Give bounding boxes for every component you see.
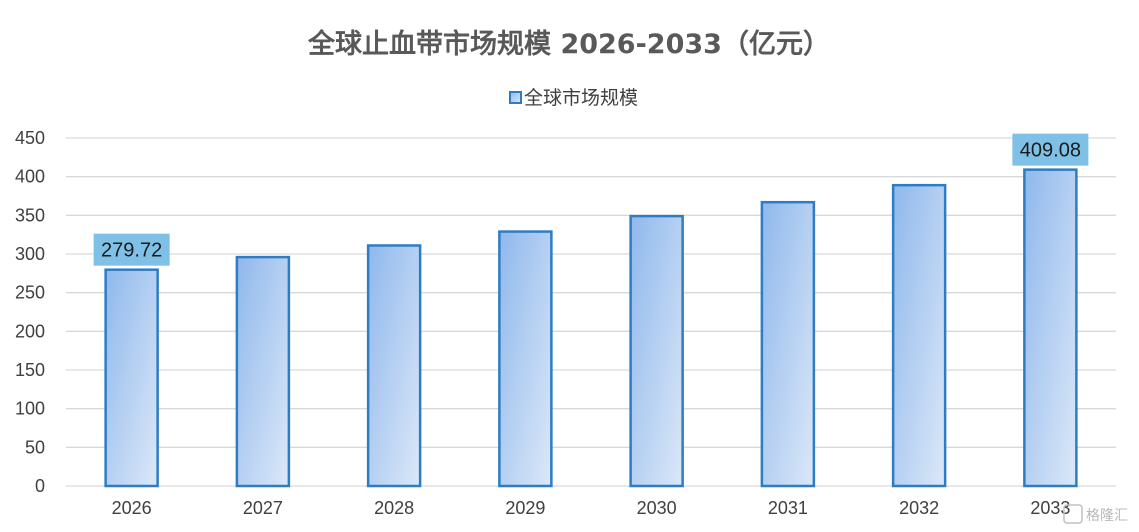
- bar-2029: [498, 230, 553, 488]
- data-label-box: [1012, 133, 1089, 166]
- legend: 全球市场规模: [509, 87, 638, 109]
- x-axis: 2026 2027 2028 2029 2030 2031 2032 2033: [112, 498, 1071, 518]
- y-tick-label: 350: [15, 205, 45, 225]
- legend-swatch: [509, 91, 522, 104]
- y-tick-label: 400: [15, 167, 45, 187]
- bar-2030: [629, 214, 684, 488]
- x-tick-label: 2026: [112, 498, 152, 518]
- data-label-box: [93, 233, 170, 266]
- x-tick-label: 2033: [1030, 498, 1070, 518]
- watermark-logo-icon: [1063, 504, 1083, 524]
- bar-2031: [760, 200, 816, 488]
- y-tick-label: 100: [15, 399, 45, 419]
- legend-label: 全球市场规模: [524, 87, 638, 109]
- bar-2032: [891, 183, 947, 488]
- y-tick-label: 300: [15, 244, 45, 264]
- x-tick-label: 2029: [505, 498, 545, 518]
- bar-2028: [366, 244, 422, 488]
- bars: [104, 168, 1078, 488]
- y-tick-label: 50: [25, 437, 45, 457]
- x-tick-label: 2028: [374, 498, 414, 518]
- y-tick-label: 150: [15, 360, 45, 380]
- data-labels: 279.72 409.08: [93, 133, 1089, 266]
- watermark: 格隆汇: [1063, 504, 1128, 524]
- x-tick-label: 2027: [243, 498, 283, 518]
- gridlines: [66, 137, 1116, 487]
- chart-title: 全球止血带市场规模 2026-2033（亿元）: [307, 28, 830, 60]
- bar-2027: [235, 255, 291, 488]
- y-tick-label: 450: [15, 128, 45, 148]
- y-tick-label: 250: [15, 283, 45, 303]
- bar-2026: [104, 268, 159, 488]
- y-tick-label: 0: [35, 476, 45, 496]
- data-label-text: 409.08: [1020, 140, 1081, 162]
- y-axis: 0 50 100 150 200 250 300 350 400 450: [15, 128, 45, 496]
- y-tick-label: 200: [15, 321, 45, 341]
- data-label-text: 279.72: [101, 240, 162, 262]
- data-label-2026: 279.72: [93, 233, 170, 266]
- data-label-2033: 409.08: [1012, 133, 1089, 166]
- x-tick-label: 2030: [637, 498, 677, 518]
- bar-2033: [1023, 168, 1078, 488]
- watermark-text: 格隆汇: [1086, 508, 1128, 524]
- x-tick-label: 2031: [768, 498, 808, 518]
- x-tick-label: 2032: [899, 498, 939, 518]
